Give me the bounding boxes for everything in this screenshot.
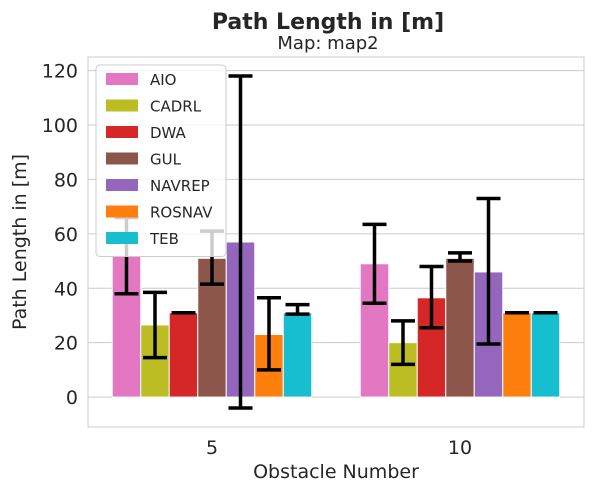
legend-label-rosnav: ROSNAV: [150, 204, 213, 222]
y-axis-label: Path Length in [m]: [9, 154, 31, 330]
bars: [112, 242, 560, 397]
x-ticks: 5 10: [206, 437, 472, 459]
legend: AIO CADRL DWA GUL NAVREP ROSNAV TEB: [96, 65, 226, 257]
legend-label-dwa: DWA: [150, 124, 187, 142]
chart-subtitle: Map: map2: [277, 33, 378, 54]
legend-label-navrep: NAVREP: [150, 177, 210, 195]
y-tick-label: 120: [42, 61, 78, 83]
error-bar-gul-10: [448, 253, 472, 261]
legend-swatch-navrep: [106, 179, 138, 191]
bar-dwa-5: [169, 313, 198, 397]
legend-label-teb: TEB: [149, 230, 179, 248]
legend-swatch-cadrl: [106, 100, 138, 112]
y-tick-label: 100: [42, 115, 78, 137]
y-tick-label: 40: [54, 278, 78, 300]
bar-teb-10: [531, 313, 560, 397]
legend-swatch-gul: [106, 153, 138, 165]
y-ticks: 0 20 40 60 80 100 120: [42, 61, 78, 409]
legend-swatch-teb: [106, 232, 138, 244]
y-tick-label: 60: [54, 224, 78, 246]
legend-label-cadrl: CADRL: [150, 98, 202, 116]
legend-label-aio: AIO: [150, 71, 177, 89]
legend-label-gul: GUL: [150, 151, 182, 169]
x-axis-label: Obstacle Number: [253, 461, 419, 483]
chart-title: Path Length in [m]: [212, 10, 444, 35]
x-tick-label: 10: [448, 437, 472, 459]
y-tick-label: 80: [54, 169, 78, 191]
bar-teb-5: [283, 313, 312, 397]
bar-gul-10: [446, 258, 475, 397]
y-tick-label: 20: [54, 333, 78, 355]
legend-swatch-rosnav: [106, 206, 138, 218]
legend-swatch-aio: [106, 73, 138, 85]
bar-rosnav-10: [503, 313, 532, 397]
legend-swatch-dwa: [106, 126, 138, 138]
x-tick-label: 5: [206, 437, 218, 459]
error-bar-teb-5: [286, 305, 310, 315]
y-tick-label: 0: [66, 387, 78, 409]
